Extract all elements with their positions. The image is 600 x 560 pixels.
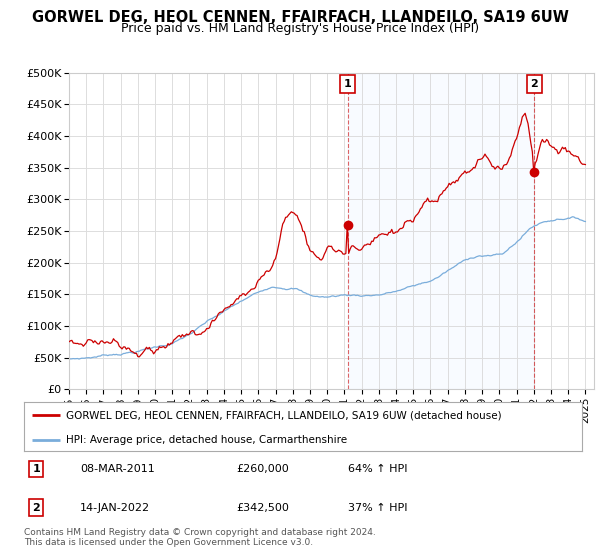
- Text: 1: 1: [344, 79, 352, 89]
- Text: 37% ↑ HPI: 37% ↑ HPI: [347, 503, 407, 513]
- Text: 2: 2: [32, 503, 40, 513]
- Text: 64% ↑ HPI: 64% ↑ HPI: [347, 464, 407, 474]
- Text: GORWEL DEG, HEOL CENNEN, FFAIRFACH, LLANDEILO, SA19 6UW: GORWEL DEG, HEOL CENNEN, FFAIRFACH, LLAN…: [32, 10, 568, 25]
- Text: £342,500: £342,500: [236, 503, 289, 513]
- Bar: [347, 73, 535, 389]
- Text: Contains HM Land Registry data © Crown copyright and database right 2024.
This d: Contains HM Land Registry data © Crown c…: [24, 528, 376, 547]
- Text: 2: 2: [530, 79, 538, 89]
- Text: 14-JAN-2022: 14-JAN-2022: [80, 503, 150, 513]
- Text: 08-MAR-2011: 08-MAR-2011: [80, 464, 155, 474]
- Text: £260,000: £260,000: [236, 464, 289, 474]
- Text: HPI: Average price, detached house, Carmarthenshire: HPI: Average price, detached house, Carm…: [66, 435, 347, 445]
- Text: Price paid vs. HM Land Registry's House Price Index (HPI): Price paid vs. HM Land Registry's House …: [121, 22, 479, 35]
- Text: GORWEL DEG, HEOL CENNEN, FFAIRFACH, LLANDEILO, SA19 6UW (detached house): GORWEL DEG, HEOL CENNEN, FFAIRFACH, LLAN…: [66, 410, 502, 421]
- Text: 1: 1: [32, 464, 40, 474]
